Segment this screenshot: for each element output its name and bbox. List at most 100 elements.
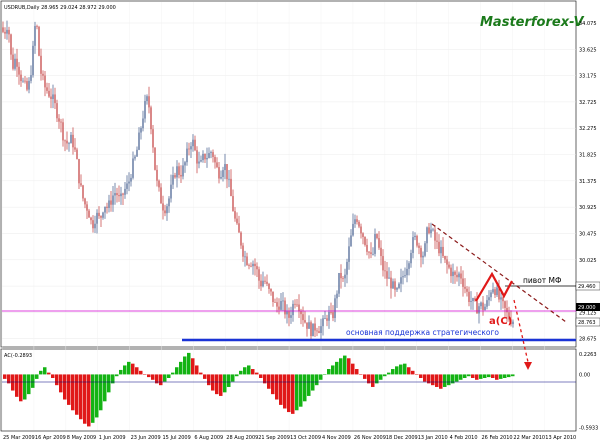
ac-bar [87,374,91,427]
ac-bar [475,374,479,380]
ac-bar [507,374,511,378]
candle-body [400,277,402,284]
candle-body [340,272,342,279]
ac-bar [123,365,127,375]
candle-body [128,181,130,184]
candle-body [74,147,76,150]
candle-body [134,156,136,159]
candle-body [474,298,476,301]
candle-body [106,206,108,208]
candle-body [88,210,90,218]
ac-bar [227,374,231,387]
candle-body [266,281,268,284]
candle-body [200,160,202,162]
forecast-arrow-head-icon [524,362,532,370]
candle-body [206,157,208,160]
candle-body [256,266,258,270]
candle-body [316,330,318,332]
candle-body [98,212,100,217]
candle-body [382,256,384,271]
candle-body [338,272,340,294]
candle-body [350,235,352,247]
candle-body [362,233,364,237]
ac-bar [107,374,111,393]
candle-body [310,322,312,337]
candle-body [110,200,112,205]
ac-bar [343,355,347,375]
ac-bar [455,374,459,382]
candle-body [356,219,358,222]
ac-bar [503,374,507,378]
ac-bar [287,374,291,413]
ac-bar [19,374,23,402]
candle-body [344,274,346,279]
ac-bar [119,369,123,375]
time-tick-label: 16 Apr 2009 [35,435,66,441]
time-tick-label: 28 Aug 2009 [226,435,258,441]
candle-body [458,273,460,278]
ac-bar [467,374,471,377]
candle-body [358,221,360,227]
candle-body [162,203,164,211]
candle-body [250,265,252,267]
price-tick-label: 32.275 [579,126,597,132]
ac-bar [183,356,187,375]
indicator-axis[interactable]: 0.2263 0.00 -0.5933 [579,352,598,431]
ac-bar [283,374,287,409]
candle-body [182,165,184,177]
candle-body [466,288,468,292]
candle-body [470,301,472,302]
ac-bar [491,374,495,378]
support-price-label: 28.763 [578,320,596,326]
candle-body [478,306,480,314]
ac-bar [99,374,103,411]
ac-bar [131,363,135,375]
candle-body [272,291,274,303]
ac-bar [211,374,215,391]
ac-bar [163,374,167,382]
ac-bar [191,358,195,375]
candle-body [42,73,44,76]
candle-body [90,217,92,221]
candle-body [214,156,216,163]
candle-body [52,94,54,100]
ac-bar [7,374,11,384]
candle-body [352,223,354,236]
candle-body [224,164,226,171]
ac-bar [499,374,503,379]
candle-body [496,287,498,296]
candle-body [424,243,426,256]
candle-body [368,251,370,253]
candle-body [50,96,52,100]
time-tick-label: 18 Dec 2009 [386,435,418,441]
ac-bar [299,374,303,407]
candle-body [292,303,294,316]
ac-bar [203,374,207,379]
candle-body [504,301,506,308]
candle-body [54,94,56,104]
ac-bar [355,369,359,375]
candle-body [154,147,156,170]
ac-bar [375,374,379,384]
candle-body [72,134,74,148]
time-tick-label: 1 Jun 2009 [99,435,126,441]
candle-body [28,80,30,90]
time-axis[interactable]: 25 Mar 2009 16 Apr 2009 8 May 2009 1 Jun 20… [3,435,576,441]
price-axis[interactable]: 34.075 33.625 33.175 32.725 32.275 31.825 31.3… [579,21,597,343]
ac-bar [207,374,211,386]
candle-body [138,132,140,150]
candle-body [440,246,442,254]
candle-body [150,107,152,130]
ac-bar [139,370,143,375]
ac-bar [215,374,219,395]
candle-body [202,153,204,161]
candle-body [300,311,302,315]
ac-bar [463,374,467,378]
candle-body [336,293,338,299]
candle-body [26,81,28,90]
time-tick-label: 15 Jul 2009 [163,435,191,441]
candle-body [270,288,272,292]
candle-body [246,256,248,266]
